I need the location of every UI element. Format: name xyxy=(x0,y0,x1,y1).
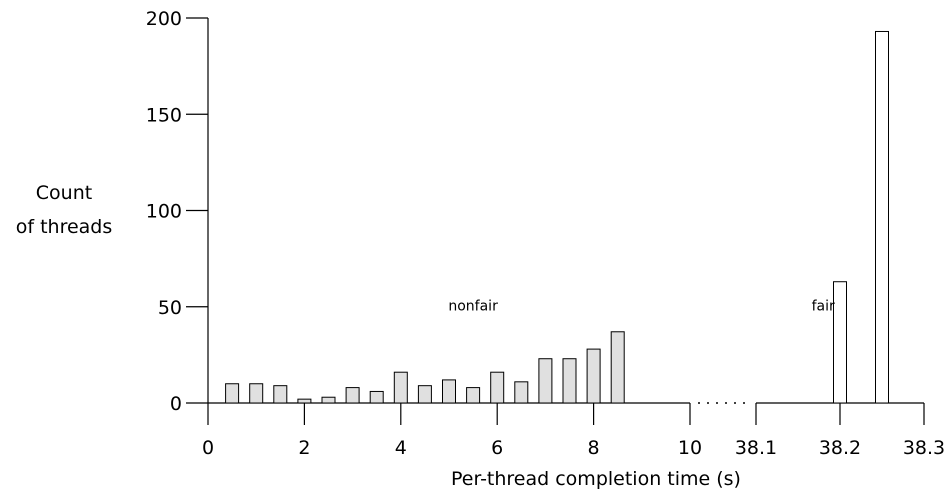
y-axis-label-line-2: of threads xyxy=(16,216,113,238)
y-axis-label-line-1: Count xyxy=(36,182,92,204)
x-tick-label: 4 xyxy=(395,437,407,459)
annotation-fair: fair xyxy=(812,299,835,315)
y-tick-label: 100 xyxy=(146,201,182,223)
x-tick-label: 38.1 xyxy=(735,437,777,459)
x-tick-label: 10 xyxy=(678,437,702,459)
y-tick-label: 50 xyxy=(158,297,182,319)
fair-bar xyxy=(875,30,889,404)
x-tick-label: 0 xyxy=(202,437,214,459)
annotations: nonfair fair xyxy=(448,299,835,315)
nonfair-bar xyxy=(538,358,553,404)
nonfair-bar xyxy=(490,371,505,404)
annotation-nonfair: nonfair xyxy=(448,299,498,315)
x-axis: 0 2 4 6 8 10 38.1 38.2 38.3 xyxy=(202,402,945,459)
nonfair-bar xyxy=(610,331,625,404)
x-axis-label: Per-thread completion time (s) xyxy=(451,468,741,490)
x-tick-label: 38.2 xyxy=(819,437,861,459)
nonfair-bar xyxy=(393,371,408,404)
nonfair-bar xyxy=(273,385,288,404)
y-tick-label: 0 xyxy=(170,393,182,415)
nonfair-bar xyxy=(225,383,240,404)
histogram-bars xyxy=(225,30,889,404)
nonfair-bar xyxy=(562,358,577,404)
nonfair-bar xyxy=(321,396,336,404)
y-axis: 0 50 100 150 200 xyxy=(146,8,209,415)
x-tick-label: 6 xyxy=(491,437,503,459)
nonfair-bar xyxy=(466,387,481,404)
x-tick-label: 8 xyxy=(588,437,600,459)
x-tick-label: 2 xyxy=(298,437,310,459)
y-tick-label: 150 xyxy=(146,104,182,126)
nonfair-bar xyxy=(249,383,264,404)
y-tick-label: 200 xyxy=(146,8,182,30)
nonfair-bar xyxy=(297,398,312,404)
nonfair-bar xyxy=(586,348,601,404)
nonfair-bar xyxy=(417,385,432,404)
nonfair-bar xyxy=(369,390,384,404)
nonfair-bar xyxy=(442,379,456,404)
nonfair-bar xyxy=(345,387,360,404)
nonfair-bar xyxy=(514,381,529,404)
x-tick-label: 38.3 xyxy=(903,437,945,459)
fair-bar xyxy=(833,281,847,404)
